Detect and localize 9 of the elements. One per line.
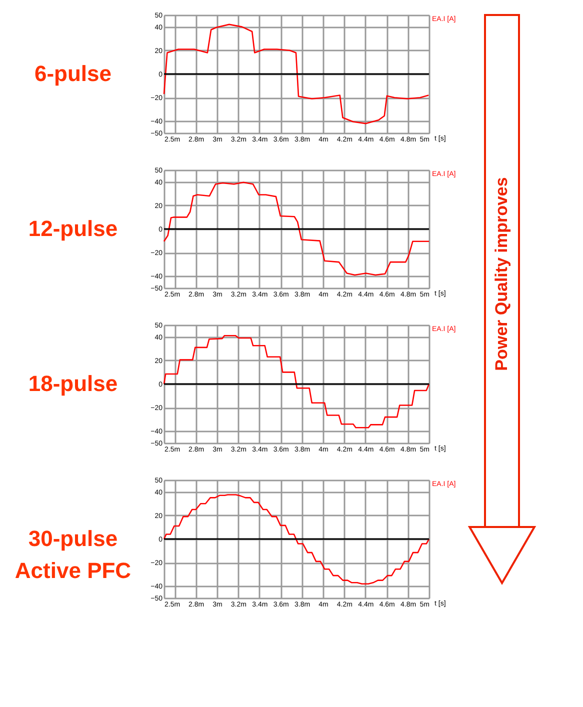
text: 30-pulse Active PFC — [14, 526, 132, 583]
line-series — [163, 334, 430, 428]
line-series — [163, 182, 430, 276]
text: 6-pulse — [34, 61, 112, 86]
line-series — [163, 24, 430, 124]
text: 12-pulse — [28, 216, 118, 241]
line-series — [163, 494, 430, 584]
text: 18-pulse — [28, 371, 118, 396]
text: Power Quality improves — [492, 177, 511, 371]
